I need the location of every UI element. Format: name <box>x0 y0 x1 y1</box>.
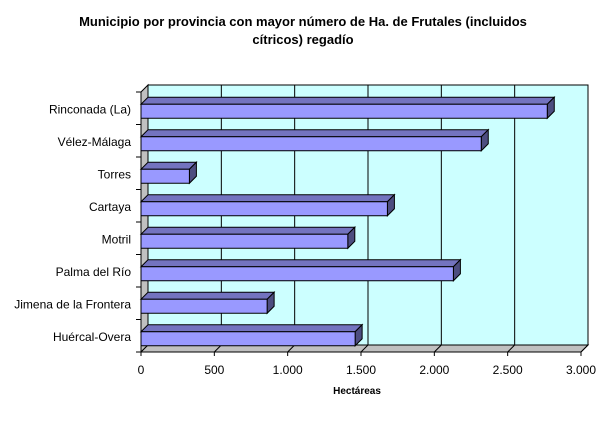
category-label: Huércal-Overa <box>53 330 131 344</box>
chart-title-line-2: cítricos) regadío <box>252 32 354 47</box>
bar <box>139 96 556 120</box>
floor-gridline <box>580 344 589 353</box>
bar <box>139 128 490 152</box>
category-label: Rinconada (La) <box>49 102 131 116</box>
bar <box>139 323 364 347</box>
bar-top-face <box>139 226 357 235</box>
bar-front-face <box>140 168 190 184</box>
chart-title-line-1: Municipio por provincia con mayor número… <box>79 14 527 29</box>
x-tick-label: 1.500 <box>346 363 376 377</box>
category-label: Torres <box>98 167 131 181</box>
x-tick-label: 3.000 <box>566 363 596 377</box>
bar-front-face <box>140 331 356 347</box>
bar-front-face <box>140 266 454 282</box>
x-tick-label: 2.000 <box>419 363 449 377</box>
category-label: Jimena de la Frontera <box>14 297 131 311</box>
bar-front-face <box>140 136 482 152</box>
bar-front-face <box>140 233 349 249</box>
bar-top-face <box>139 324 364 333</box>
bar-top-face <box>139 259 462 268</box>
bar-top-face <box>139 194 396 203</box>
x-tick-label: 2.500 <box>493 363 523 377</box>
bar <box>139 258 462 282</box>
bar-top-face <box>139 291 276 300</box>
chart-axes <box>136 91 582 356</box>
floor-gridline <box>360 344 369 353</box>
x-tick-labels: 0 500 1.000 1.500 2.000 2.500 3.000 <box>138 363 597 377</box>
bar-front-face <box>140 298 268 314</box>
bar <box>139 291 276 315</box>
bar <box>139 226 357 250</box>
x-tick-label: 500 <box>204 363 224 377</box>
category-label: Cartaya <box>89 200 131 214</box>
chart-title: Municipio por provincia con mayor número… <box>0 13 606 49</box>
bar-front-face <box>140 201 388 217</box>
floor-gridline <box>507 344 516 353</box>
x-axis-title: Hectáreas <box>333 386 381 397</box>
bar-top-face <box>139 129 490 138</box>
bar-front-face <box>140 103 548 119</box>
x-tick-label: 1.000 <box>273 363 303 377</box>
bar <box>139 161 198 185</box>
bar-top-face <box>139 96 556 105</box>
category-label: Motril <box>102 232 131 246</box>
floor-gridline <box>433 344 442 353</box>
bar <box>139 193 396 217</box>
x-tick-label: 0 <box>138 363 145 377</box>
bar-top-face <box>139 161 198 170</box>
category-labels: Rinconada (La) Vélez-Málaga Torres Cartaya M… <box>14 102 131 344</box>
category-label: Vélez-Málaga <box>58 135 132 149</box>
category-label: Palma del Río <box>56 265 132 279</box>
